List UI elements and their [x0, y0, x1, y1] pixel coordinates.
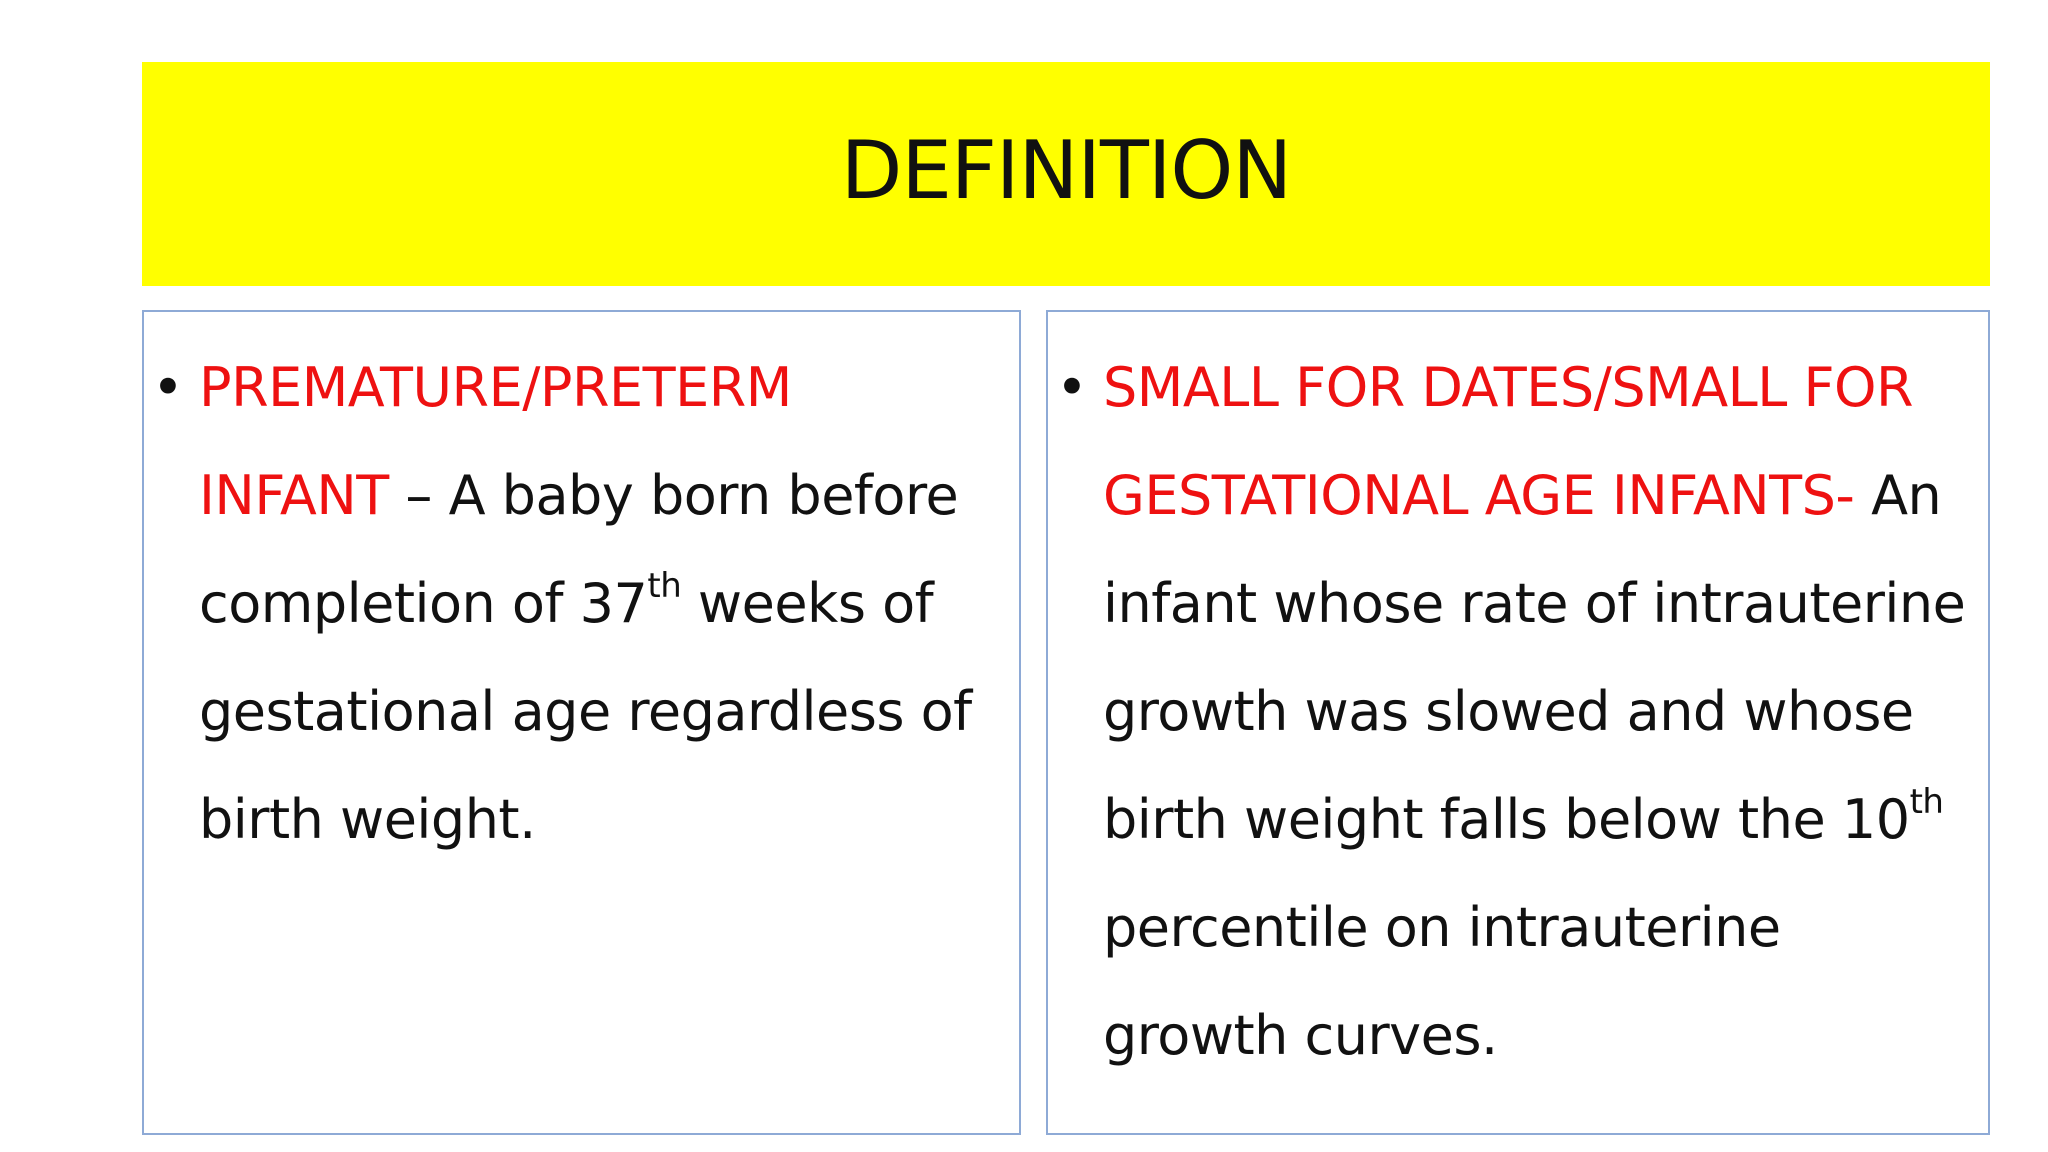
definition-line-7: growth curves.: [1103, 1004, 1498, 1067]
definition-text-start: – A baby born before: [388, 464, 959, 527]
premature-definition-card: • PREMATURE/PRETERM INFANT – A baby born…: [142, 310, 1021, 1135]
definition-line-4: growth was slowed and whose: [1103, 680, 1914, 743]
term-line-2: INFANT – A baby born before: [199, 442, 999, 550]
definition-text-start: An: [1854, 464, 1942, 527]
definition-line-5: birth weight.: [199, 788, 536, 851]
premature-bullet-item: • PREMATURE/PRETERM INFANT – A baby born…: [152, 334, 999, 874]
small-for-dates-definition-card: • SMALL FOR DATES/SMALL FOR GESTATIONAL …: [1046, 310, 1990, 1135]
ordinal-superscript: th: [647, 566, 682, 606]
term-line-1: PREMATURE/PRETERM: [199, 334, 999, 442]
title-banner: DEFINITION: [142, 62, 1990, 286]
term-text-2: INFANT: [199, 464, 389, 527]
definition-line-5: birth weight falls below the 10th: [1103, 766, 1968, 874]
term-text-2: GESTATIONAL AGE INFANTS-: [1103, 464, 1855, 527]
ordinal-superscript: th: [1909, 782, 1944, 822]
definition-line-3: completion of 37th weeks of: [199, 550, 999, 658]
bullet-icon: •: [1056, 356, 1088, 419]
small-for-dates-bullet-item: • SMALL FOR DATES/SMALL FOR GESTATIONAL …: [1056, 334, 1968, 1090]
definition-line-4: gestational age regardless of: [199, 680, 972, 743]
definition-text-before-sup: completion of 37: [199, 572, 648, 635]
slide-title: DEFINITION: [840, 123, 1292, 217]
term-text: PREMATURE/PRETERM: [199, 356, 792, 419]
term-line-1: SMALL FOR DATES/SMALL FOR: [1103, 334, 1968, 442]
term-text: SMALL FOR DATES/SMALL FOR: [1103, 356, 1914, 419]
definition-text-before-sup: birth weight falls below the 10: [1103, 788, 1910, 851]
bullet-icon: •: [152, 356, 184, 419]
definition-line-3: infant whose rate of intrauterine: [1103, 572, 1966, 635]
definition-text-after-sup: weeks of: [681, 572, 934, 635]
definition-line-6: percentile on intrauterine: [1103, 896, 1781, 959]
term-line-2: GESTATIONAL AGE INFANTS- An: [1103, 442, 1968, 550]
